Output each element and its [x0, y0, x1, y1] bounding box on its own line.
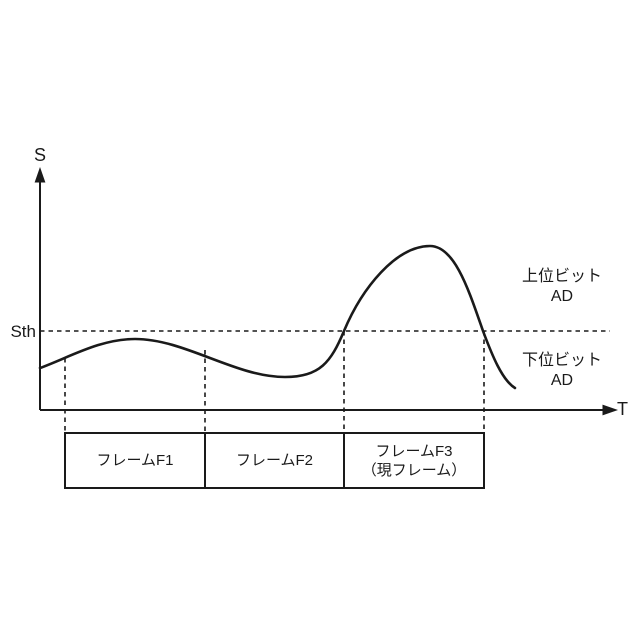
threshold-label: Sth — [10, 322, 36, 341]
y-axis-arrowhead-icon — [34, 167, 46, 183]
x-axis-label: T — [617, 399, 628, 419]
upper-bits-line1: 上位ビット — [521, 268, 602, 285]
frame-table-outline — [64, 432, 485, 489]
frame-f3-sublabel: （現フレーム） — [361, 461, 467, 479]
lower-bits-region-label: 下位ビット AD — [502, 351, 622, 391]
frame-f3-label: フレームF3 — [375, 442, 453, 460]
frame-f2-label: フレームF2 — [235, 452, 314, 469]
frame-cell-f3: フレームF3 （現フレーム） — [344, 433, 484, 488]
lower-bits-line2: AD — [550, 372, 574, 389]
frame-table — [64, 432, 485, 489]
frame-f1-label: フレームF1 — [96, 452, 174, 469]
frame-cell-f1: フレームF1 — [65, 433, 205, 488]
x-axis-arrowhead-icon — [602, 404, 618, 416]
signal-curve — [38, 244, 517, 390]
y-axis-label: S — [33, 145, 46, 165]
upper-bits-region-label: 上位ビット AD — [502, 267, 622, 307]
upper-bits-line2: AD — [550, 288, 574, 305]
frame-cell-f2: フレームF2 — [205, 433, 344, 488]
lower-bits-line1: 下位ビット — [521, 352, 602, 369]
